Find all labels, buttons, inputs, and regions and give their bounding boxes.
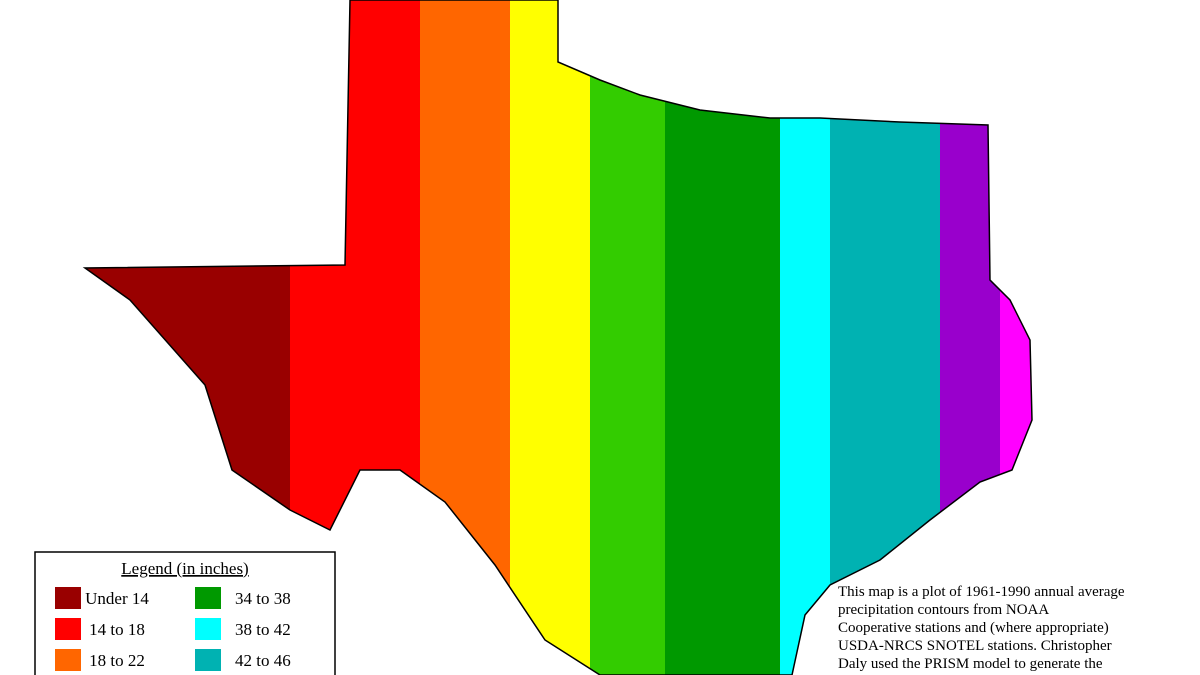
legend-swatch [55, 649, 81, 671]
legend-label: 38 to 42 [235, 620, 291, 639]
precip-band [665, 0, 781, 675]
legend-label: 42 to 46 [235, 651, 291, 670]
legend-label: 34 to 38 [235, 589, 291, 608]
precip-band [420, 0, 511, 675]
legend-label: Under 14 [85, 589, 149, 608]
legend-swatch [195, 618, 221, 640]
legend-swatch [195, 587, 221, 609]
precip-band [590, 0, 666, 675]
note: This map is a plot of 1961-1990 annual a… [838, 584, 1125, 672]
legend-swatch [55, 618, 81, 640]
precip-band [1000, 0, 1032, 675]
note-line: Cooperative stations and (where appropri… [838, 620, 1109, 636]
precip-band [940, 0, 1001, 675]
legend-box [34, 551, 336, 675]
legend-title: Legend (in inches) [121, 559, 248, 578]
precip-band [510, 0, 591, 675]
legend-label: 18 to 22 [89, 651, 145, 670]
legend-label: 14 to 18 [89, 620, 145, 639]
note-line: USDA-NRCS SNOTEL stations. Christopher [838, 638, 1112, 654]
legend: Legend (in inches) Under 14 14 to 18 18 to… [34, 551, 336, 675]
legend-items: Under 14 14 to 18 18 to 22 34 to 38 38 to 42… [55, 587, 291, 671]
legend-swatch [195, 649, 221, 671]
note-line: precipitation contours from NOAA [838, 602, 1049, 618]
note-line: This map is a plot of 1961-1990 annual a… [838, 584, 1125, 600]
legend-swatch [55, 587, 81, 609]
note-line: Daly used the PRISM model to generate th… [838, 656, 1103, 672]
precip-band [830, 0, 941, 675]
precip-band [780, 0, 831, 675]
state-outline [82, 0, 1033, 675]
